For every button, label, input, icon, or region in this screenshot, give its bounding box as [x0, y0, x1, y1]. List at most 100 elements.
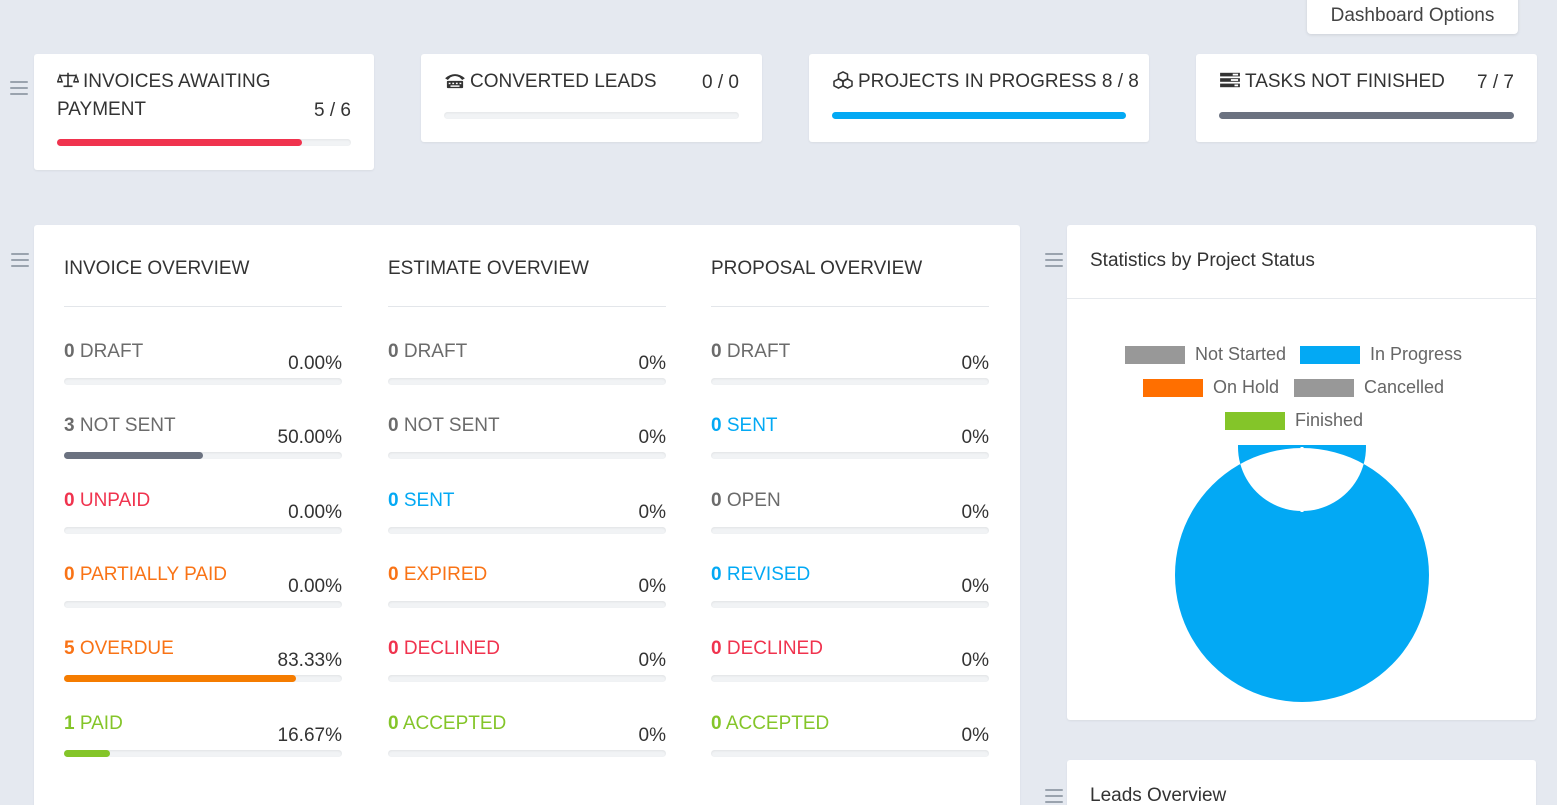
stat-progress-bar	[711, 527, 989, 534]
stat-count: 0	[711, 713, 722, 734]
stat-progress-bar	[64, 601, 342, 608]
stat-label: 0 NOT SENT	[388, 415, 500, 437]
stat-percent: 0%	[638, 725, 666, 746]
stat-count: 3	[64, 415, 75, 436]
legend-swatch	[1294, 378, 1354, 397]
kpi-title: PROJECTS IN PROGRESS 8 / 8	[832, 68, 1139, 96]
stat-count: 0	[64, 490, 75, 511]
stat-progress-bar	[711, 378, 989, 385]
stat-label: 0 REVISED	[711, 564, 810, 586]
stat-progress-bar	[388, 601, 666, 608]
stat-name: UNPAID	[79, 490, 151, 511]
stat-count: 0	[711, 564, 722, 585]
kpi-progress-bar	[444, 112, 739, 119]
kpi-card-tasks-not-finished: TASKS NOT FINISHED 7 / 7	[1196, 54, 1537, 142]
stat-progress-bar	[711, 750, 989, 757]
stat-progress-bar	[64, 452, 342, 459]
drag-handle-icon[interactable]	[10, 81, 28, 95]
stat-label: 0 SENT	[711, 415, 778, 437]
stat-label: 0 SENT	[388, 490, 455, 512]
legend-item[interactable]: On Hold	[1143, 377, 1279, 398]
stat-name: OPEN	[726, 490, 781, 511]
dashboard-options-button[interactable]: Dashboard Options	[1307, 0, 1518, 34]
stat-percent: 0%	[961, 427, 989, 448]
stat-progress-fill	[64, 675, 296, 682]
legend-item[interactable]: Finished	[1225, 410, 1363, 431]
divider	[64, 306, 342, 307]
stat-label: 5 OVERDUE	[64, 638, 174, 660]
stat-name: PARTIALLY PAID	[79, 564, 227, 585]
stat-progress-bar	[711, 601, 989, 608]
kpi-title: TASKS NOT FINISHED	[1219, 68, 1445, 96]
stat-name: DRAFT	[726, 341, 791, 362]
stat-count: 0	[64, 341, 75, 362]
stat-label: 3 NOT SENT	[64, 415, 176, 437]
stat-count: 0	[388, 638, 399, 659]
stat-progress-bar	[64, 527, 342, 534]
legend-label: On Hold	[1213, 377, 1280, 397]
stat-count: 0	[711, 415, 722, 436]
divider	[388, 306, 666, 307]
stat-percent: 50.00%	[277, 427, 342, 448]
divider	[1067, 298, 1536, 299]
legend-item[interactable]: In Progress	[1300, 344, 1462, 365]
stat-label: 0 ACCEPTED	[388, 713, 506, 735]
kpi-card-invoices-awaiting-payment: INVOICES AWAITING PAYMENT 5 / 6	[34, 54, 374, 170]
stat-percent: 0%	[961, 353, 989, 374]
kpi-count: 7 / 7	[1477, 72, 1514, 93]
donut-slice-in-progress[interactable]	[1175, 445, 1429, 702]
stat-label: 0 UNPAID	[64, 490, 150, 512]
drag-handle-icon[interactable]	[1045, 789, 1063, 803]
stat-label: 0 DRAFT	[388, 341, 467, 363]
cubes-icon	[833, 71, 853, 89]
stat-percent: 0.00%	[288, 576, 342, 597]
drag-handle-icon[interactable]	[11, 253, 29, 267]
divider	[711, 306, 989, 307]
stat-name: OVERDUE	[79, 638, 174, 659]
legend-label: Finished	[1295, 410, 1364, 430]
stat-count: 1	[64, 713, 75, 734]
stat-label: 0 DECLINED	[711, 638, 823, 660]
stat-percent: 0%	[638, 576, 666, 597]
legend-swatch	[1225, 411, 1285, 430]
stat-count: 0	[711, 638, 722, 659]
stat-progress-bar	[388, 675, 666, 682]
kpi-progress-fill	[1219, 112, 1514, 119]
stat-count: 5	[64, 638, 75, 659]
legend-label: In Progress	[1370, 344, 1463, 364]
stat-percent: 0%	[961, 576, 989, 597]
legend-swatch	[1143, 378, 1203, 397]
stat-name: DECLINED	[403, 638, 500, 659]
stat-progress-bar	[64, 378, 342, 385]
stat-label: 0 EXPIRED	[388, 564, 487, 586]
drag-handle-icon[interactable]	[1045, 253, 1063, 267]
stat-name: SENT	[403, 490, 455, 511]
stat-percent: 0%	[638, 650, 666, 671]
kpi-progress-bar	[832, 112, 1126, 119]
stat-label: 0 ACCEPTED	[711, 713, 829, 735]
legend-label: Not Started	[1195, 344, 1287, 364]
kpi-count: 0 / 0	[702, 72, 739, 93]
stat-name: NOT SENT	[79, 415, 176, 436]
stat-label: 0 DECLINED	[388, 638, 500, 660]
stat-percent: 0.00%	[288, 502, 342, 523]
stat-percent: 0%	[638, 502, 666, 523]
stat-count: 0	[388, 415, 399, 436]
legend-item[interactable]: Not Started	[1125, 344, 1286, 365]
stat-count: 0	[388, 713, 399, 734]
stat-count: 0	[64, 564, 75, 585]
proposal-overview-heading: PROPOSAL OVERVIEW	[711, 258, 923, 279]
stat-label: 0 DRAFT	[711, 341, 790, 363]
panel-title: Statistics by Project Status	[1090, 250, 1315, 271]
stat-name: SENT	[726, 415, 778, 436]
legend-item[interactable]: Cancelled	[1294, 377, 1444, 398]
stat-label: 0 PARTIALLY PAID	[64, 564, 227, 586]
stat-progress-bar	[388, 750, 666, 757]
tty-icon	[445, 74, 465, 89]
stat-count: 0	[711, 490, 722, 511]
kpi-count: 5 / 6	[314, 100, 351, 121]
stat-label: 0 OPEN	[711, 490, 781, 512]
stat-name: ACCEPTED	[402, 713, 507, 734]
stat-name: PAID	[79, 713, 123, 734]
kpi-progress-fill	[832, 112, 1126, 119]
